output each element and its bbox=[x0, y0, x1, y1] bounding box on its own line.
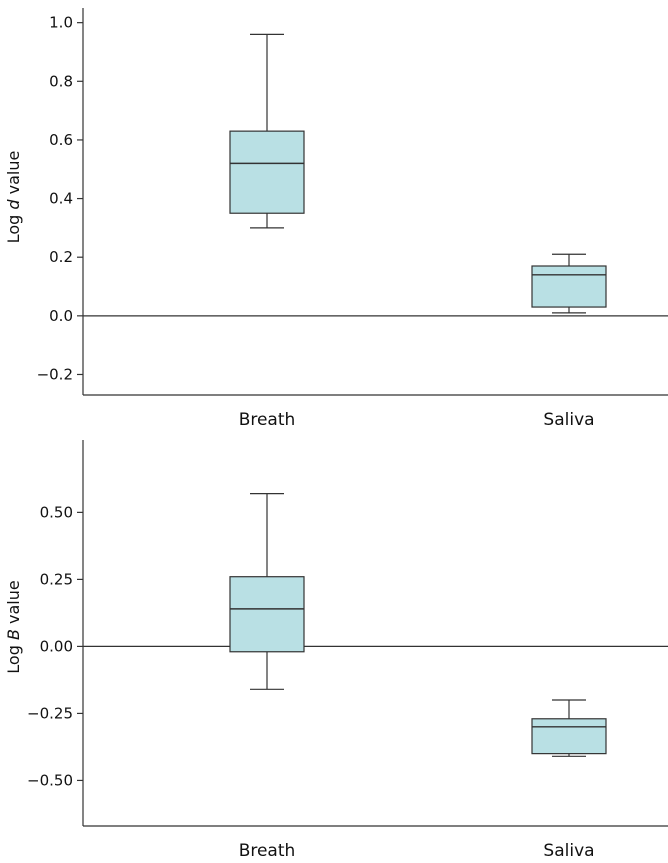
y-tick-label: 1.0 bbox=[49, 14, 73, 32]
y-tick-label: 0.6 bbox=[49, 131, 73, 149]
y-tick-label: 0.4 bbox=[49, 190, 73, 208]
y-tick-label: 0.2 bbox=[49, 248, 73, 266]
x-category-label: Breath bbox=[239, 841, 296, 861]
y-tick-label: 0.00 bbox=[40, 637, 73, 655]
saliva-box bbox=[531, 718, 607, 755]
y-tick-label: 0.25 bbox=[40, 570, 73, 588]
x-category-label: Breath bbox=[239, 410, 296, 430]
y-tick-label: 0.8 bbox=[49, 72, 73, 90]
panel-log-d: 1.0 0.8 0.6 0.4 0.2 0.0 −0.2 Breath Saliva Log d … bbox=[4, 8, 668, 430]
panel-log-b: 0.50 0.25 0.00 −0.25 −0.50 Breath Saliva Log B … bbox=[4, 440, 668, 861]
y-axis-title: Log d value bbox=[4, 151, 23, 244]
y-axis-title: Log B value bbox=[4, 580, 23, 673]
x-category-label: Saliva bbox=[543, 410, 594, 430]
y-tick-label: −0.50 bbox=[27, 771, 73, 789]
breath-box bbox=[229, 130, 305, 214]
x-category-label: Saliva bbox=[543, 841, 594, 861]
breath-box bbox=[229, 576, 305, 653]
y-tick-label: −0.25 bbox=[27, 704, 73, 722]
y-tick-label: 0.0 bbox=[49, 307, 73, 325]
y-tick-label: −0.2 bbox=[37, 365, 73, 383]
y-tick-label: 0.50 bbox=[40, 503, 73, 521]
saliva-box bbox=[531, 265, 607, 308]
